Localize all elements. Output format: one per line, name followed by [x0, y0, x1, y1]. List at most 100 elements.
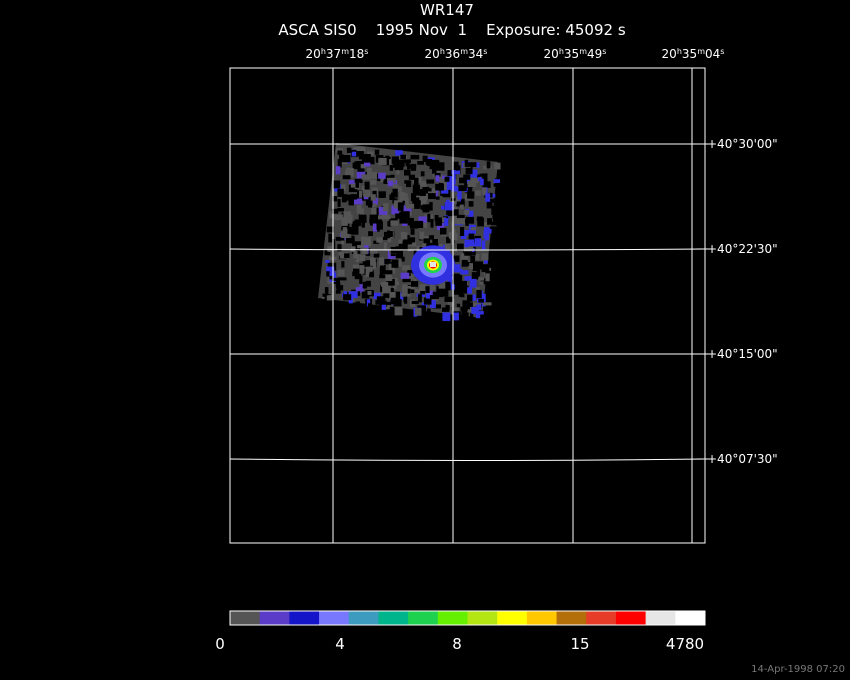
noise: [394, 306, 403, 316]
noise: [337, 208, 344, 212]
noise: [441, 205, 446, 210]
noise: [422, 204, 430, 213]
noise: [381, 281, 389, 287]
noise: [375, 300, 384, 305]
noise: [391, 156, 398, 165]
noise: [446, 181, 455, 190]
noise: [409, 221, 419, 229]
noise: [402, 278, 411, 283]
subtitle: ASCA SIS0 1995 Nov 1 Exposure: 45092 s: [278, 21, 625, 39]
noise: [400, 293, 407, 297]
noise: [346, 147, 352, 154]
noise: [390, 297, 400, 305]
dec-label: +40°22'30": [707, 242, 778, 256]
noise: [372, 203, 377, 208]
ra-label: 20h35m04s: [662, 47, 725, 61]
noise: [387, 231, 393, 237]
noise: [381, 304, 386, 310]
ra-label-part: s: [720, 47, 724, 56]
noise: [371, 207, 377, 215]
noise: [401, 256, 405, 262]
noise: [385, 304, 390, 310]
noise: [471, 294, 476, 301]
noise: [459, 204, 464, 210]
noise: [483, 230, 490, 239]
noise: [477, 217, 484, 227]
noise: [476, 289, 482, 299]
noise: [460, 280, 468, 286]
noise: [378, 157, 387, 166]
noise: [400, 154, 406, 160]
noise: [370, 257, 376, 266]
noise: [418, 216, 427, 223]
noise: [422, 188, 432, 192]
noise: [395, 150, 403, 156]
noise: [464, 159, 469, 167]
noise: [429, 164, 438, 170]
noise: [398, 239, 403, 244]
noise: [390, 174, 395, 181]
noise: [387, 238, 392, 243]
noise: [372, 222, 378, 232]
ra-label-part: 34: [468, 47, 483, 61]
noise: [493, 179, 501, 183]
noise: [458, 287, 467, 293]
noise: [419, 284, 427, 292]
ra-label-part: 20: [306, 47, 321, 61]
noise: [451, 170, 460, 175]
noise: [394, 156, 404, 165]
noise: [422, 155, 428, 163]
noise: [345, 194, 351, 201]
noise: [481, 222, 488, 226]
noise: [382, 285, 391, 294]
noise: [385, 155, 390, 160]
noise: [353, 197, 363, 205]
noise: [376, 221, 383, 230]
noise: [441, 244, 446, 248]
noise: [383, 242, 387, 251]
noise: [472, 262, 478, 272]
noise: [415, 192, 422, 196]
noise: [484, 235, 490, 241]
noise: [356, 269, 361, 276]
noise: [424, 297, 432, 305]
noise: [415, 308, 422, 316]
noise: [467, 294, 473, 302]
noise: [379, 257, 385, 266]
noise: [447, 298, 455, 307]
noise: [409, 237, 416, 243]
colorbar-segment: [675, 611, 706, 625]
noise: [460, 294, 465, 298]
noise: [350, 183, 359, 188]
noise: [349, 180, 357, 185]
noise: [385, 273, 393, 281]
noise: [465, 262, 471, 266]
noise: [342, 227, 348, 232]
ra-label-part: 20: [425, 47, 440, 61]
noise: [412, 184, 420, 194]
noise: [427, 191, 436, 200]
noise: [472, 169, 478, 176]
noise: [444, 243, 451, 251]
source-core: [430, 262, 436, 267]
noise: [356, 205, 362, 214]
noise: [426, 308, 431, 313]
noise: [452, 170, 456, 177]
noise: [332, 196, 338, 202]
noise: [410, 228, 415, 235]
noise: [354, 272, 360, 280]
noise: [337, 277, 347, 281]
noise: [341, 217, 348, 226]
ra-label-part: s: [483, 47, 487, 56]
noise: [351, 151, 357, 157]
noise: [350, 194, 358, 200]
noise: [439, 179, 449, 183]
colorbar-segment: [615, 611, 647, 625]
noise: [353, 251, 358, 259]
noise: [324, 287, 329, 296]
noise: [340, 231, 348, 238]
image: [318, 143, 504, 324]
noise: [444, 176, 450, 182]
noise: [430, 159, 440, 166]
noise: [435, 243, 443, 248]
